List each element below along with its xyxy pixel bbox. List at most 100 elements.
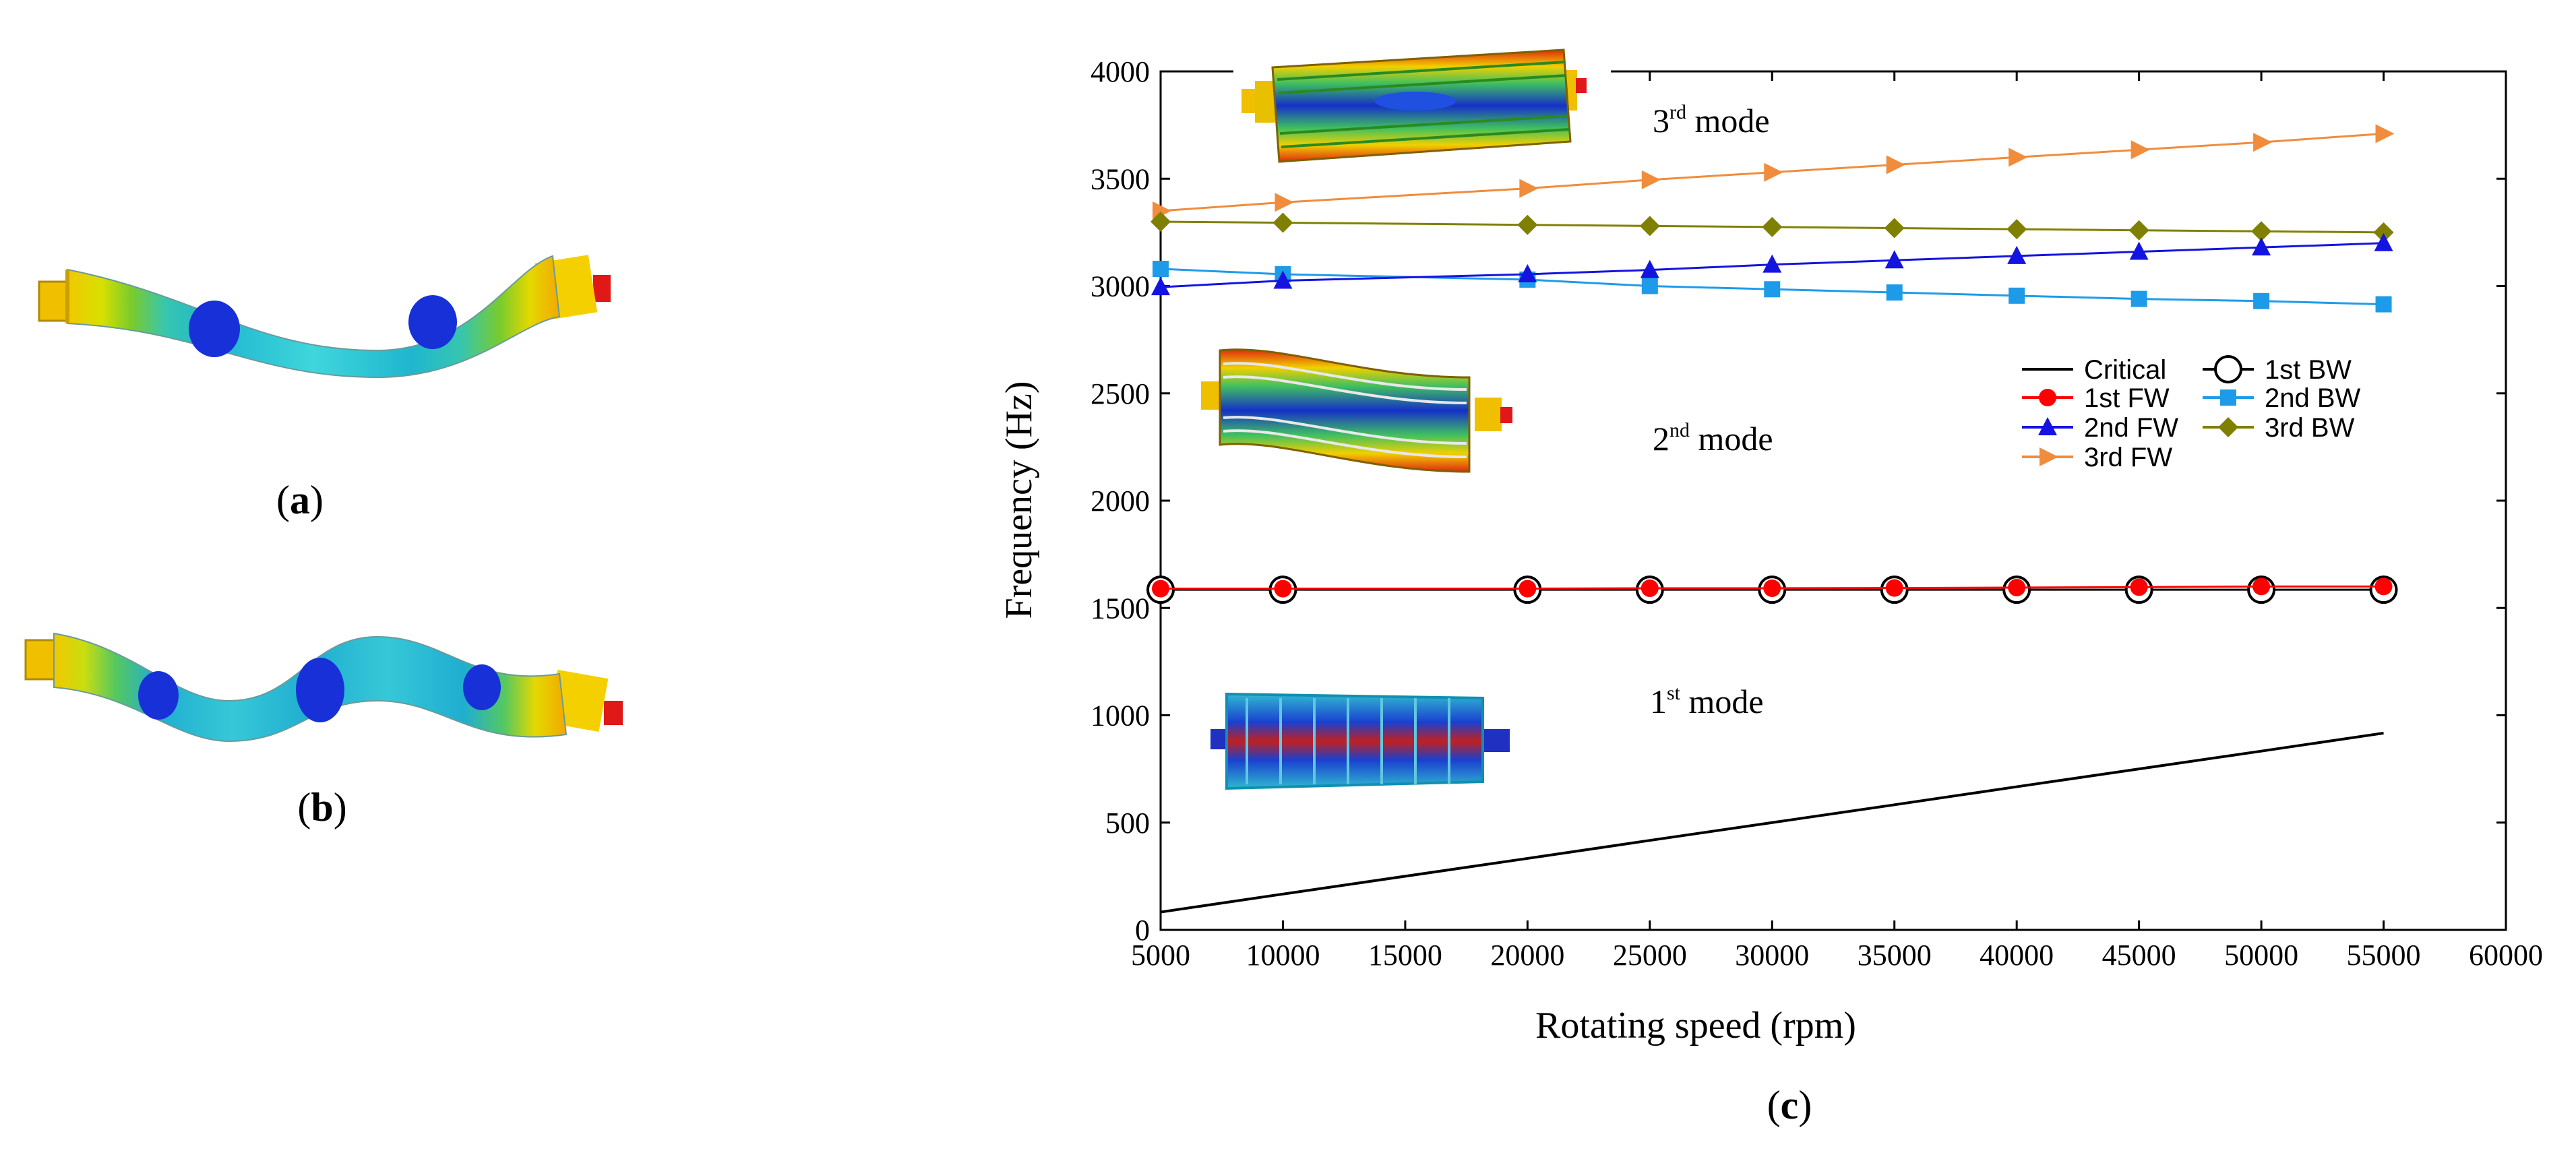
series-line-critical [1160, 731, 2384, 914]
mode-shape-a-image [38, 255, 611, 379]
plot-frame [1159, 70, 2507, 931]
point-3rd-bw [1884, 218, 1905, 239]
point-3rd-bw [2006, 219, 2027, 240]
series-line-3rd-fw [1160, 132, 2384, 212]
point-1st-fw [1274, 580, 1292, 598]
point-3rd-fw [2130, 140, 2150, 160]
x-tick-label: 15000 [1368, 939, 1442, 972]
mode-shape-b-image [24, 632, 623, 743]
point-2nd-fw [1518, 263, 1537, 282]
point-2nd-fw [1762, 254, 1782, 273]
point-2nd-fw [1640, 259, 1659, 278]
series-layer [1146, 124, 2398, 914]
series-line-1st-fw [1161, 585, 2384, 590]
legend-item-1st-fw: 1st FW [2022, 383, 2170, 413]
point-2nd-fw [1151, 277, 1170, 296]
point-2nd-fw [2374, 232, 2393, 251]
point-3rd-bw [2373, 222, 2394, 243]
point-1st-fw [2252, 577, 2271, 596]
legend-item-1st-bw: 1st BW [2203, 355, 2352, 385]
legend-marker-2nd-fw [2038, 417, 2057, 435]
point-1st-fw [1763, 579, 1781, 597]
point-1st-fw [2008, 578, 2026, 596]
x-tick-label: 40000 [1980, 939, 2054, 972]
legend-marker-1st-bw [2214, 355, 2242, 383]
point-2nd-fw [2252, 237, 2271, 256]
y-tick-label: 0 [1135, 914, 1150, 947]
series-3rd-fw [1153, 124, 2395, 221]
point-3rd-bw [2128, 220, 2149, 241]
y-tick-label: 1000 [1091, 699, 1150, 732]
point-2nd-bw [2253, 292, 2270, 309]
legend-label-3rd-bw: 3rd BW [2265, 413, 2355, 443]
legend-marker-3rd-bw [2218, 417, 2238, 437]
point-3rd-bw [1272, 212, 1293, 233]
point-1st-fw [1152, 580, 1169, 598]
series-line-2nd-fw [1160, 242, 2384, 288]
campbell-chart: 5000 10000 15000 20000 25000 30000 35000 40000 4… [998, 49, 2543, 1046]
y-tick-label: 2000 [1091, 484, 1150, 518]
x-tick-label: 25000 [1613, 939, 1687, 972]
point-2nd-fw [2129, 241, 2149, 260]
point-2nd-bw [1764, 281, 1781, 298]
legend-item-3rd-bw: 3rd BW [2203, 413, 2355, 443]
point-1st-fw [1519, 580, 1537, 598]
legend-label-3rd-fw: 3rd FW [2084, 443, 2172, 472]
x-tick-label: 50000 [2224, 939, 2298, 972]
point-2nd-bw [2130, 290, 2147, 307]
x-tick-label: 30000 [1735, 939, 1809, 972]
point-3rd-fw [1641, 170, 1661, 189]
y-tick-label: 500 [1105, 807, 1150, 840]
panel-a-label: (a) [276, 478, 324, 522]
point-2nd-bw [1153, 261, 1169, 278]
legend-item-3rd-fw: 3rd FW [2022, 443, 2172, 472]
legend-label-critical: Critical [2084, 355, 2166, 385]
x-tick-label: 35000 [1858, 939, 1932, 972]
point-1st-fw [2374, 577, 2393, 596]
series-1st-fw [1152, 577, 2393, 598]
axis-ticks: 5000 10000 15000 20000 25000 30000 35000 40000 4… [1091, 55, 2543, 972]
mode3-annotation: 3rd mode [1653, 101, 1770, 139]
legend-item-critical: Critical [2022, 355, 2166, 385]
point-1st-fw [1885, 579, 1903, 597]
y-axis-label: Frequency (Hz) [998, 381, 1040, 619]
y-tick-label: 2500 [1091, 377, 1150, 410]
x-tick-label: 10000 [1246, 939, 1320, 972]
legend-marker-2nd-bw [2220, 389, 2236, 406]
series-critical [1160, 731, 2384, 914]
x-tick-label: 60000 [2469, 939, 2543, 972]
y-tick-label: 3000 [1091, 270, 1150, 303]
point-3rd-fw [2008, 148, 2028, 167]
legend-marker-3rd-fw [2040, 447, 2058, 466]
x-tick-label: 45000 [2102, 939, 2176, 972]
point-3rd-fw [2375, 124, 2395, 144]
point-2nd-bw [2375, 296, 2392, 313]
mode1-shape-inset [1210, 692, 1510, 790]
point-3rd-bw [1639, 216, 1660, 237]
x-axis-label: Rotating speed (rpm) [1535, 1005, 1856, 1046]
legend-label-1st-fw: 1st FW [2084, 383, 2170, 413]
y-tick-label: 4000 [1091, 55, 1150, 88]
point-3rd-fw [1519, 179, 1539, 198]
series-line-3rd-bw [1160, 220, 2384, 234]
legend-label-2nd-fw: 2nd FW [2084, 413, 2178, 443]
point-3rd-fw [1886, 155, 1905, 175]
legend-item-2nd-bw: 2nd BW [2203, 383, 2361, 413]
panel-c-label: (c) [1767, 1083, 1812, 1127]
legend-label-2nd-bw: 2nd BW [2265, 383, 2361, 413]
point-2nd-fw [1884, 250, 1904, 269]
legend-label-1st-bw: 1st BW [2265, 355, 2352, 385]
legend: Critical 1st BW 1st FW 2nd BW 2nd FW 3rd BW 3r… [2022, 355, 2361, 472]
y-tick-label: 1500 [1091, 592, 1150, 625]
point-2nd-fw [2007, 245, 2027, 264]
x-tick-label: 5000 [1131, 939, 1190, 972]
series-2nd-fw [1151, 232, 2393, 296]
point-3rd-bw [2251, 221, 2272, 242]
point-3rd-bw [1762, 216, 1783, 237]
panel-b-label: (b) [297, 785, 346, 829]
point-1st-fw [1640, 579, 1659, 597]
point-3rd-bw [1151, 211, 1171, 232]
mode1-annotation: 1st mode [1650, 682, 1764, 720]
mode2-annotation: 2nd mode [1653, 419, 1773, 458]
